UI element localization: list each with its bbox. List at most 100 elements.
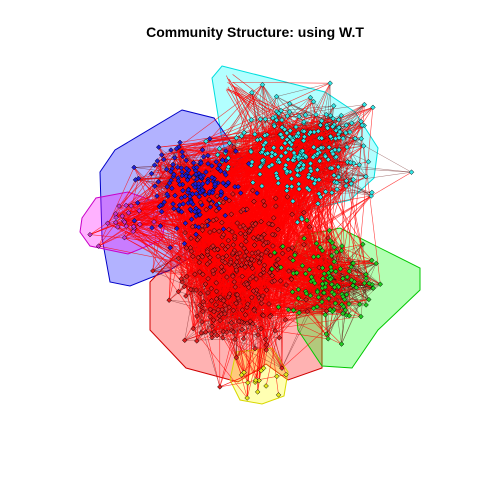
node-red <box>219 255 226 261</box>
node-cyan <box>314 167 321 173</box>
node-cyan <box>259 81 266 88</box>
node-cyan <box>254 137 261 143</box>
edge-green-cyan <box>298 165 350 272</box>
node-red <box>217 384 223 390</box>
edge-green-cyan <box>267 153 354 264</box>
edge-blue-cyan <box>158 132 312 148</box>
node-blue <box>220 180 226 186</box>
edge-green-cyan <box>355 107 374 288</box>
node-red <box>257 271 264 278</box>
node-cyan <box>331 103 337 109</box>
node-blue <box>183 165 190 172</box>
edge-cyan-long <box>232 82 331 84</box>
node-cyan <box>252 131 258 137</box>
node-cyan <box>359 122 365 128</box>
node-magenta <box>113 214 119 221</box>
node-blue <box>131 217 138 224</box>
node-blue <box>220 226 227 232</box>
node-blue <box>207 204 214 210</box>
node-blue <box>180 201 186 207</box>
edge-blue-cyan <box>158 127 328 148</box>
node-cyan <box>290 198 296 204</box>
edge-cyan <box>276 82 331 97</box>
node-blue <box>204 179 211 186</box>
node-cyan <box>329 123 336 130</box>
node-red <box>252 345 258 352</box>
node-red <box>199 319 205 325</box>
node-red <box>232 284 238 290</box>
edge-yellow-red <box>263 280 281 369</box>
node-red <box>222 311 228 317</box>
node-red <box>243 249 250 255</box>
node-red <box>225 243 231 250</box>
edge-magenta-blue <box>139 195 169 212</box>
edge-yellow-red <box>199 262 245 373</box>
node-red <box>220 328 227 335</box>
node-blue <box>158 208 165 215</box>
node-blue <box>203 169 209 175</box>
node-magenta <box>151 219 157 225</box>
node-blue <box>176 144 182 150</box>
edge-cyan <box>339 131 412 173</box>
node-blue <box>223 148 229 154</box>
node-cyan <box>343 178 350 184</box>
node-cyan <box>273 93 280 100</box>
edge-green-red <box>211 316 361 338</box>
node-red <box>197 290 204 297</box>
edge-green-cyan <box>314 121 362 284</box>
node-blue <box>148 170 155 177</box>
node-red <box>230 273 236 279</box>
node-red <box>213 288 220 295</box>
node-red <box>217 317 223 324</box>
node-red <box>209 334 215 341</box>
node-red <box>258 300 265 307</box>
node-cyan <box>329 165 335 171</box>
node-blue <box>187 193 193 200</box>
node-cyan <box>282 149 289 156</box>
node-blue <box>181 240 188 247</box>
node-blue <box>196 193 202 200</box>
node-cyan <box>361 101 368 108</box>
node-blue <box>200 172 207 179</box>
node-cyan <box>262 139 269 146</box>
node-red <box>207 306 214 313</box>
node-blue <box>237 190 244 196</box>
node-blue <box>209 174 215 181</box>
node-red <box>175 288 182 295</box>
node-blue <box>151 162 158 168</box>
node-blue <box>174 225 180 232</box>
node-red <box>250 321 256 327</box>
node-cyan <box>330 115 336 122</box>
node-blue <box>152 183 158 189</box>
node-red <box>279 250 286 257</box>
node-red <box>270 215 277 221</box>
node-blue <box>205 152 211 159</box>
node-cyan <box>305 174 312 180</box>
node-magenta <box>115 224 121 230</box>
node-red <box>261 202 268 209</box>
node-blue <box>187 206 194 213</box>
node-blue <box>155 144 162 150</box>
node-blue <box>157 223 164 229</box>
node-cyan <box>203 138 209 145</box>
node-magenta <box>125 210 132 216</box>
node-cyan <box>284 187 290 194</box>
node-cyan <box>343 183 349 189</box>
node-cyan <box>273 117 280 123</box>
node-blue <box>171 155 178 161</box>
node-red <box>225 294 232 300</box>
node-red <box>207 229 213 235</box>
edge-green-cyan <box>339 131 347 316</box>
node-magenta <box>119 213 126 219</box>
node-blue <box>167 244 173 251</box>
edge-red <box>281 311 308 369</box>
node-cyan <box>284 113 291 119</box>
node-magenta <box>104 220 111 227</box>
node-red <box>266 269 273 276</box>
node-cyan <box>326 144 332 151</box>
node-cyan <box>259 157 266 164</box>
edge-magenta-red <box>122 215 251 322</box>
node-magenta <box>121 234 128 241</box>
node-cyan <box>310 154 316 160</box>
